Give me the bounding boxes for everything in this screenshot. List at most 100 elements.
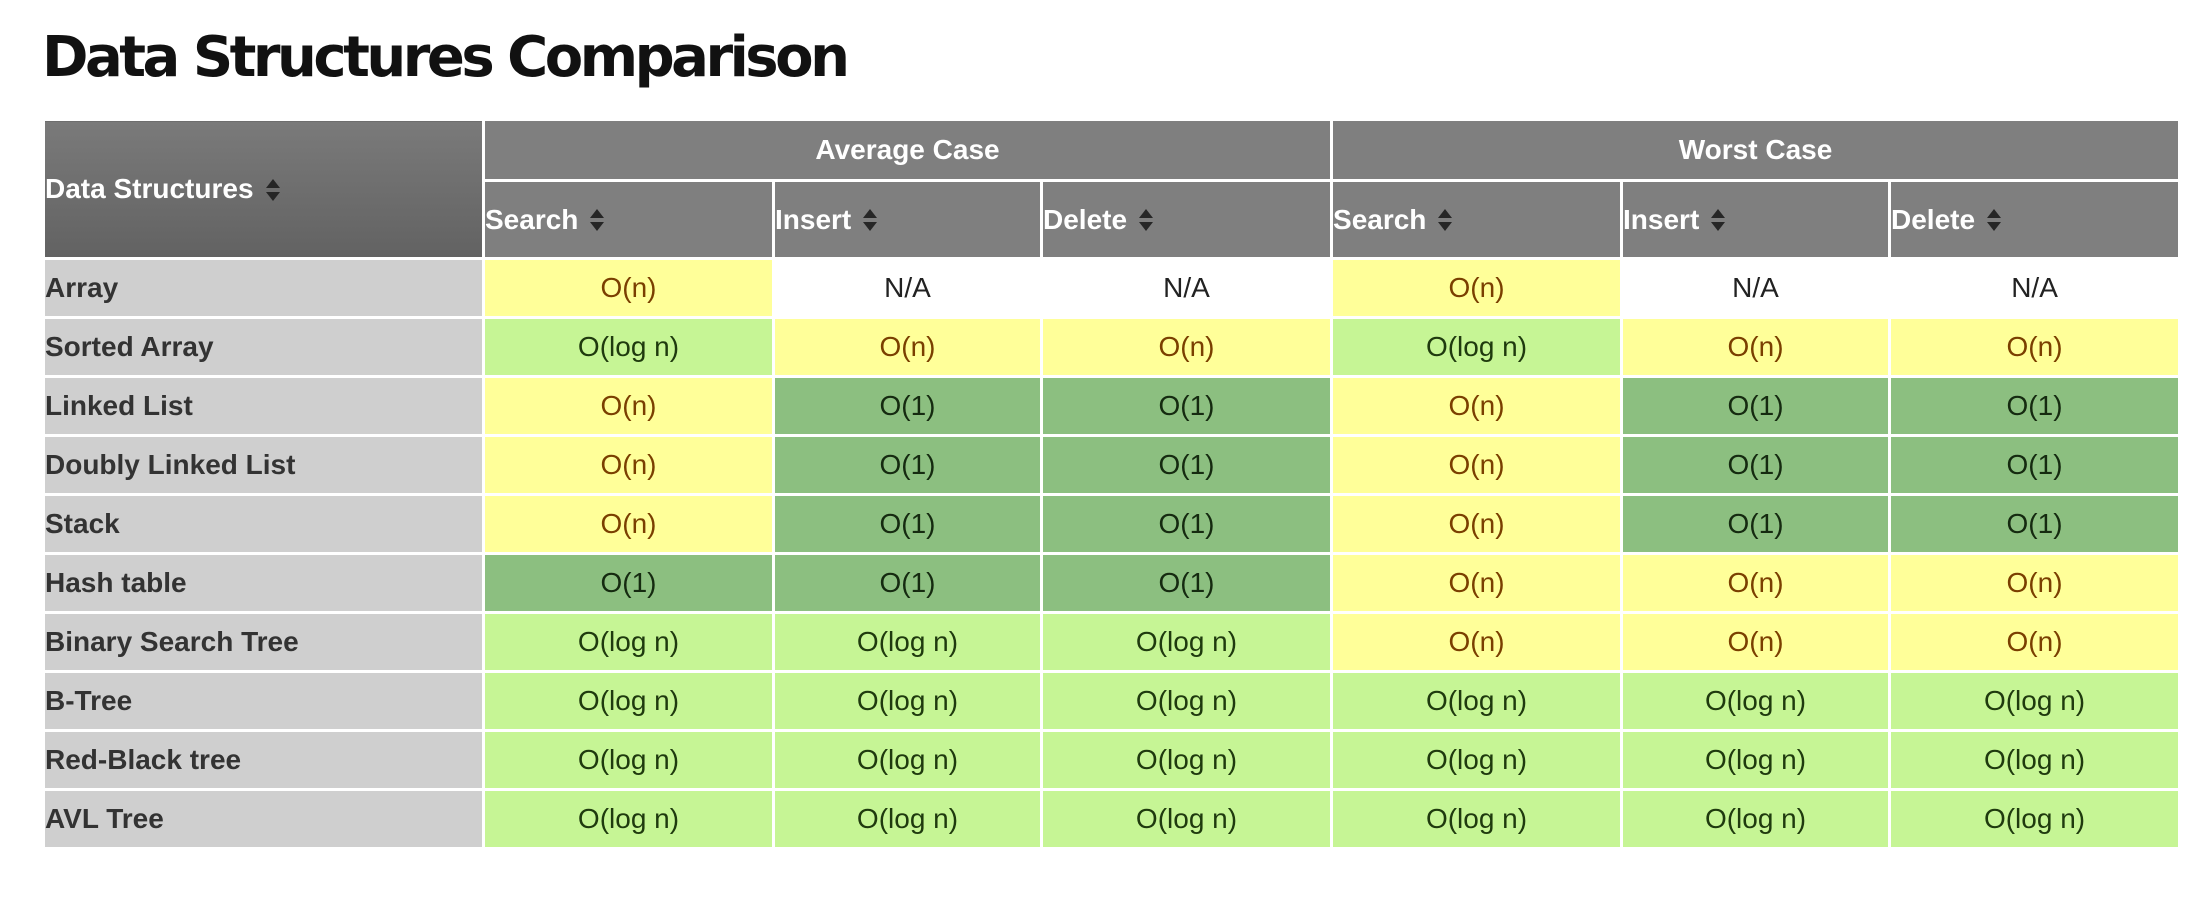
table-row: Linked List O(n) O(1) O(1) O(n) O(1) O(1) <box>42 375 2182 437</box>
row-header: AVL Tree <box>42 788 485 850</box>
table-row: Red-Black tree O(log n) O(log n) O(log n) O(… <box>42 729 2182 791</box>
complexity-cell: O(1) <box>1039 493 1334 555</box>
complexity-cell: O(n) <box>1330 493 1624 555</box>
row-header: Array <box>42 257 485 319</box>
complexity-cell: O(1) <box>1888 375 2182 437</box>
complexity-cell: O(n) <box>482 493 775 555</box>
complexity-cell: O(log n) <box>1888 729 2182 791</box>
complexity-cell: O(n) <box>1330 552 1624 614</box>
complexity-cell: O(log n) <box>482 670 775 732</box>
complexity-cell: N/A <box>1039 257 1334 319</box>
table-row: Hash table O(1) O(1) O(1) O(n) O(n) O(n) <box>42 552 2182 614</box>
row-header: Binary Search Tree <box>42 611 485 673</box>
complexity-cell: O(log n) <box>1330 788 1624 850</box>
complexity-cell: O(n) <box>1330 375 1624 437</box>
complexity-cell: O(n) <box>1620 552 1892 614</box>
column-header-data-structures[interactable]: Data Structures <box>42 118 485 260</box>
column-header-label: Search <box>485 203 579 235</box>
table-row: Array O(n) N/A N/A O(n) N/A N/A <box>42 257 2182 319</box>
complexity-cell: O(1) <box>1620 493 1892 555</box>
complexity-cell: O(log n) <box>482 729 775 791</box>
complexity-cell: O(1) <box>1039 375 1334 437</box>
column-header-label: Search <box>1333 203 1427 235</box>
row-header: Sorted Array <box>42 316 485 378</box>
column-header-label: Insert <box>1623 203 1700 235</box>
table-row: B-Tree O(log n) O(log n) O(log n) O(log n) O(… <box>42 670 2182 732</box>
complexity-cell: O(log n) <box>1330 670 1624 732</box>
complexity-cell: N/A <box>1888 257 2182 319</box>
column-header-label: Delete <box>1891 203 1976 235</box>
column-header-label: Data Structures <box>45 173 254 204</box>
column-header-worst-insert[interactable]: Insert <box>1620 179 1892 260</box>
complexity-cell: O(n) <box>1330 257 1624 319</box>
table-row: Binary Search Tree O(log n) O(log n) O(log … <box>42 611 2182 673</box>
column-header-average-delete[interactable]: Delete <box>1039 179 1334 260</box>
row-header: Linked List <box>42 375 485 437</box>
comparison-table: Data Structures Average Case Worst Case … <box>42 117 2182 850</box>
sort-icon[interactable] <box>1438 209 1453 232</box>
complexity-cell: O(1) <box>1039 552 1334 614</box>
row-header: Red-Black tree <box>42 729 485 791</box>
column-header-average-search[interactable]: Search <box>482 179 775 260</box>
complexity-cell: O(1) <box>1888 434 2182 496</box>
complexity-cell: O(n) <box>1330 434 1624 496</box>
sort-icon[interactable] <box>1711 209 1726 232</box>
table-row: AVL Tree O(log n) O(log n) O(log n) O(log n)… <box>42 788 2182 850</box>
complexity-cell: O(1) <box>1888 493 2182 555</box>
complexity-cell: O(log n) <box>772 729 1043 791</box>
complexity-cell: O(log n) <box>1330 729 1624 791</box>
column-header-average-insert[interactable]: Insert <box>772 179 1043 260</box>
complexity-cell: O(log n) <box>772 611 1043 673</box>
complexity-cell: O(log n) <box>1888 670 2182 732</box>
row-header: B-Tree <box>42 670 485 732</box>
table-row: Doubly Linked List O(n) O(1) O(1) O(n) O(1) O(… <box>42 434 2182 496</box>
complexity-cell: O(1) <box>772 493 1043 555</box>
row-header: Hash table <box>42 552 485 614</box>
complexity-cell: O(n) <box>482 375 775 437</box>
complexity-cell: O(1) <box>1039 434 1334 496</box>
sort-icon[interactable] <box>863 209 878 232</box>
complexity-cell: O(n) <box>1620 316 1892 378</box>
sort-icon[interactable] <box>1139 209 1154 232</box>
sort-icon[interactable] <box>265 178 280 201</box>
complexity-cell: O(log n) <box>1620 670 1892 732</box>
sort-icon[interactable] <box>1987 209 2002 232</box>
complexity-cell: N/A <box>1620 257 1892 319</box>
complexity-cell: O(log n) <box>1039 670 1334 732</box>
complexity-cell: O(log n) <box>1039 788 1334 850</box>
complexity-cell: O(log n) <box>772 788 1043 850</box>
complexity-cell: O(n) <box>482 434 775 496</box>
complexity-cell: O(1) <box>772 552 1043 614</box>
complexity-cell: O(log n) <box>482 788 775 850</box>
complexity-cell: O(1) <box>1620 375 1892 437</box>
row-header: Doubly Linked List <box>42 434 485 496</box>
complexity-cell: O(n) <box>1888 611 2182 673</box>
complexity-cell: O(n) <box>482 257 775 319</box>
group-header-worst-case: Worst Case <box>1330 117 2182 183</box>
complexity-cell: O(log n) <box>1620 729 1892 791</box>
complexity-cell: O(n) <box>1888 552 2182 614</box>
complexity-cell: O(log n) <box>1330 316 1624 378</box>
table-row: Sorted Array O(log n) O(n) O(n) O(log n) O(n)… <box>42 316 2182 378</box>
complexity-cell: O(1) <box>482 552 775 614</box>
complexity-cell: O(1) <box>772 375 1043 437</box>
column-header-worst-search[interactable]: Search <box>1330 179 1624 260</box>
column-header-label: Insert <box>775 203 852 235</box>
complexity-cell: O(log n) <box>1039 611 1334 673</box>
complexity-cell: O(1) <box>772 434 1043 496</box>
complexity-cell: O(log n) <box>772 670 1043 732</box>
complexity-cell: N/A <box>772 257 1043 319</box>
table-row: Stack O(n) O(1) O(1) O(n) O(1) O(1) <box>42 493 2182 555</box>
complexity-cell: O(log n) <box>1620 788 1892 850</box>
sort-icon[interactable] <box>590 209 605 232</box>
complexity-cell: O(log n) <box>482 611 775 673</box>
page-title: Data Structures Comparison <box>42 25 850 90</box>
table-body: Array O(n) N/A N/A O(n) N/A N/A Sorted Array O(l… <box>42 257 2182 850</box>
group-header-average-case: Average Case <box>481 117 1334 183</box>
complexity-cell: O(n) <box>772 316 1043 378</box>
column-header-worst-delete[interactable]: Delete <box>1888 179 2182 260</box>
column-header-label: Delete <box>1043 203 1128 235</box>
row-header: Stack <box>42 493 485 555</box>
complexity-cell: O(1) <box>1620 434 1892 496</box>
complexity-cell: O(log n) <box>482 316 775 378</box>
